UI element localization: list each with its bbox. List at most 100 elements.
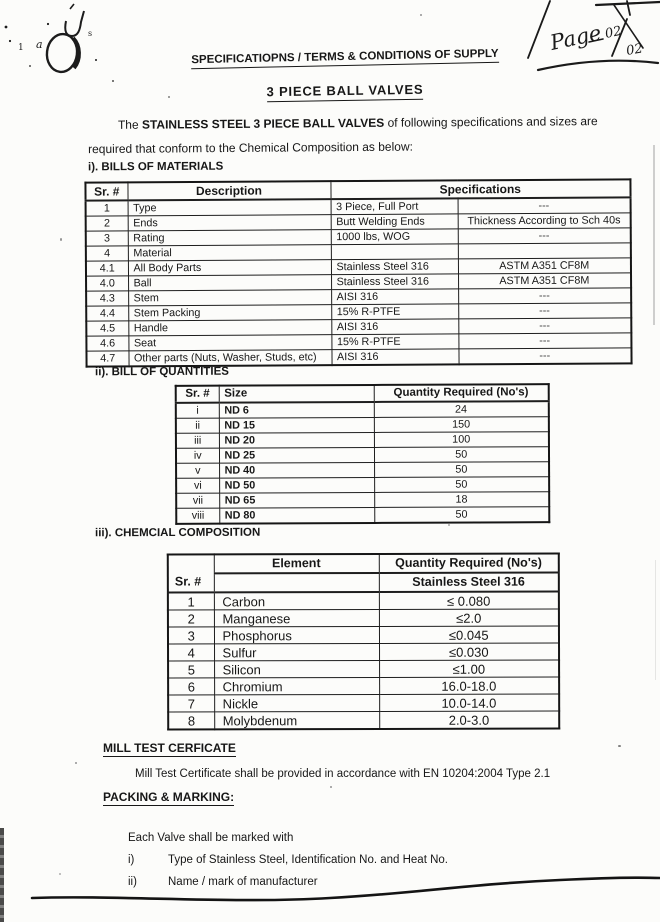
table-cell-sr: v xyxy=(176,463,220,479)
table-cell-sr: viii xyxy=(176,508,220,524)
table-cell-value: ≤1.00 xyxy=(379,659,560,678)
table-cell-sr: vii xyxy=(176,493,220,509)
table-cell-sr: 5 xyxy=(168,660,215,679)
table-cell-spec1 xyxy=(330,243,458,260)
table-cell-sr: 3 xyxy=(85,230,128,247)
marking-item-2: ii) Name / mark of manufacturer xyxy=(128,876,608,888)
header-description: Description xyxy=(127,181,331,201)
header-sr: Sr. # xyxy=(85,182,128,201)
table-cell-spec1: AISI 316 xyxy=(331,318,459,335)
intro-bold-phrase: STAINLESS STEEL 3 PIECE BALL VALVES xyxy=(141,115,385,132)
table-cell-quantity: 50 xyxy=(374,461,550,478)
table-cell-description: Ball xyxy=(128,274,332,291)
handwritten-page-num-top: 02 xyxy=(604,24,623,42)
table-row: vii ND 65 18 xyxy=(176,491,550,509)
table-cell-value: ≤0.045 xyxy=(378,625,560,644)
table-row: iv ND 25 50 xyxy=(175,446,550,464)
table-cell-value: 10.0-14.0 xyxy=(379,693,560,712)
table-cell-spec2: --- xyxy=(457,197,631,214)
header-element-empty xyxy=(213,572,379,593)
table-cell-element: Chromium xyxy=(214,677,380,695)
table-header-row: Sr. # Element Quantity Required (No's) xyxy=(167,553,559,593)
table-cell-spec2: --- xyxy=(458,347,632,365)
table-cell-sr: ii xyxy=(175,418,219,434)
section-heading-bills-of-materials: i). BILLS OF MATERIALS xyxy=(87,160,224,174)
section-heading-chemical-composition: iii). CHEMCIAL COMPOSITION xyxy=(94,526,261,540)
header-sr: Sr. # xyxy=(167,554,214,593)
scan-speck xyxy=(168,96,170,98)
scan-artifact-topleft: a 1 s xyxy=(4,3,114,82)
table-cell-description: Seat xyxy=(128,334,332,351)
table-row: vi ND 50 50 xyxy=(176,476,550,494)
packing-marking-heading: PACKING & MARKING: xyxy=(103,790,235,806)
table-row: 3 Phosphorus ≤0.045 xyxy=(167,625,560,645)
scan-artifact-left-edge xyxy=(0,828,4,922)
scan-speck xyxy=(420,14,422,16)
table-row: 4 Sulfur ≤0.030 xyxy=(168,642,560,662)
scan-speck xyxy=(60,238,62,241)
table-cell-spec2: --- xyxy=(458,317,632,334)
table-cell-size: ND 65 xyxy=(219,492,375,509)
table-cell-spec1: AISI 316 xyxy=(331,288,459,305)
table-cell-quantity: 18 xyxy=(374,491,550,508)
table-cell-spec2: --- xyxy=(457,227,631,244)
scan-speck xyxy=(75,762,77,764)
header-quantity: Quantity Required (No's) xyxy=(373,384,549,402)
scan-artifact-right-edge xyxy=(653,145,655,325)
table-header-row: Sr. # Size Quantity Required (No's) xyxy=(175,384,549,403)
document-subtitle: 3 PIECE BALL VALVES xyxy=(30,78,660,106)
mill-test-body: Mill Test Certificate shall be provided … xyxy=(135,768,551,780)
bill-of-quantities-table: Sr. # Size Quantity Required (No's) i ND … xyxy=(174,383,551,525)
table-cell-description: Other parts (Nuts, Washer, Studs, etc) xyxy=(128,349,332,367)
table-cell-description: Material xyxy=(127,244,331,261)
table-cell-description: Stem xyxy=(128,289,332,306)
table-row: 4.7 Other parts (Nuts, Washer, Studs, etc… xyxy=(86,347,632,367)
table-row: 2 Manganese ≤2.0 xyxy=(167,608,559,628)
table-cell-sr: vi xyxy=(176,478,220,494)
table-cell-spec2: --- xyxy=(458,287,632,304)
table-cell-sr: 4.7 xyxy=(86,350,129,367)
bills-of-materials-table: Sr. # Description Specifications 1 Type 3 … xyxy=(84,178,633,368)
table-cell-element: Sulfur xyxy=(214,643,380,661)
table-cell-size: ND 80 xyxy=(219,507,375,524)
intro-paragraph: The STAINLESS STEEL 3 PIECE BALL VALVES … xyxy=(88,109,623,161)
table-cell-size: ND 20 xyxy=(218,432,374,449)
table-cell-sr: 4 xyxy=(85,245,128,262)
table-cell-sr: iii xyxy=(175,433,219,449)
table-row: 6 Chromium 16.0-18.0 xyxy=(168,676,560,696)
table-row: 5 Silicon ≤1.00 xyxy=(168,659,560,679)
table-cell-sr: 8 xyxy=(168,711,215,730)
table-cell-size: ND 50 xyxy=(219,477,375,494)
table-cell-element: Molybdenum xyxy=(214,711,380,730)
table-cell-spec1: Stainless Steel 316 xyxy=(330,258,459,275)
table-cell-size: ND 6 xyxy=(218,401,374,419)
table-cell-size: ND 25 xyxy=(218,447,375,464)
handwritten-page-num-bottom: 02 xyxy=(625,41,644,59)
table-row: i ND 6 24 xyxy=(175,401,549,419)
table-cell-quantity: 50 xyxy=(374,506,550,523)
table-cell-sr: 4.3 xyxy=(86,290,129,307)
table-cell-spec2: ASTM A351 CF8M xyxy=(457,257,632,274)
table-cell-sr: 3 xyxy=(167,626,215,645)
table-cell-sr: 4.5 xyxy=(86,320,129,337)
marking-item-2-text: Name / mark of manufacturer xyxy=(168,876,318,888)
chemical-composition-table: Sr. # Element Quantity Required (No's) S… xyxy=(166,552,561,731)
scan-speck xyxy=(330,786,332,788)
marking-item-1: i) Type of Stainless Steel, Identificati… xyxy=(128,854,608,866)
mill-test-heading: MILL TEST CERFICATE xyxy=(103,741,236,757)
table-cell-element: Silicon xyxy=(214,660,380,678)
table-cell-quantity: 150 xyxy=(373,416,549,433)
table-cell-spec1: Stainless Steel 316 xyxy=(331,273,459,290)
table-cell-quantity: 24 xyxy=(373,401,549,418)
table-cell-spec1: 15% R-PTFE xyxy=(331,333,459,350)
scan-mark-letter-a: a xyxy=(36,38,43,51)
table-cell-spec1: 3 Piece, Full Port xyxy=(330,198,458,215)
table-cell-sr: 7 xyxy=(168,694,215,713)
table-cell-description: All Body Parts xyxy=(127,259,332,276)
packing-marking-intro: Each Valve shall be marked with xyxy=(128,832,294,844)
table-cell-sr: 4.1 xyxy=(85,260,129,277)
header-specifications: Specifications xyxy=(330,179,631,200)
table-row: 1 Carbon ≤ 0.080 xyxy=(167,591,559,611)
table-cell-quantity: 100 xyxy=(373,431,549,448)
